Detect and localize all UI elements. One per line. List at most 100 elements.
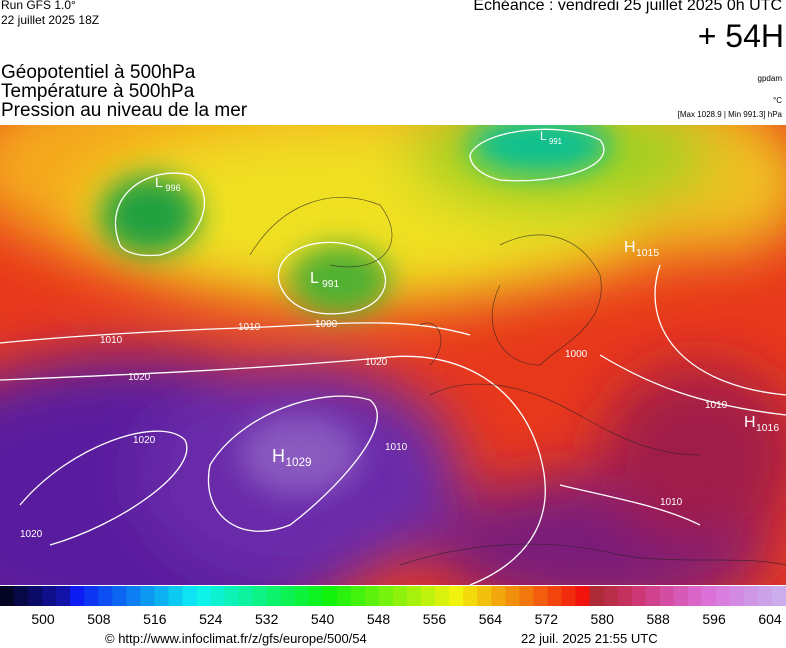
colorbar-swatch	[70, 586, 85, 606]
colorbar-swatch	[659, 586, 675, 606]
unit: °C	[773, 96, 782, 105]
run-date: 22 juillet 2025 18Z	[1, 13, 100, 27]
colorbar-swatch	[743, 586, 759, 606]
unit: [Max 1028.9 | Min 991.3] hPa	[677, 110, 782, 119]
isobar-label: 1000	[565, 349, 588, 360]
colorbar-swatch	[154, 586, 169, 606]
colorbar-swatch	[393, 586, 408, 606]
colorbar-label: 540	[311, 611, 335, 627]
colorbar-label: 508	[87, 611, 111, 627]
colorbar-label: 548	[367, 611, 391, 627]
colorbar-swatch	[56, 586, 71, 606]
colorbar-label: 596	[702, 611, 726, 627]
pressure-centre: H	[624, 239, 636, 256]
colorbar-swatch	[421, 586, 436, 606]
isobar-label: 1010	[238, 322, 261, 333]
colorbar-swatch	[715, 586, 731, 606]
isobar-label: 1010	[660, 497, 683, 508]
colorbar-swatch	[631, 586, 647, 606]
colorbar-swatch	[322, 586, 338, 606]
colorbar-swatch	[0, 586, 15, 606]
colorbar-swatch	[238, 586, 254, 606]
colorbar-swatch	[463, 586, 478, 606]
colorbar-swatch	[42, 586, 57, 606]
pressure-value: 1015	[636, 248, 659, 259]
colorbar-swatch	[589, 586, 605, 606]
colorbar-label: 604	[758, 611, 782, 627]
colorbar-label: 572	[535, 611, 559, 627]
isobar-label: 1010	[100, 335, 123, 346]
colorbar-swatch	[84, 586, 99, 606]
field: Température à 500hPa	[1, 81, 195, 102]
isobar-label: 1010	[705, 400, 728, 411]
colorbar-swatch	[182, 586, 197, 606]
colorbar-swatch	[196, 586, 212, 606]
colorbar-swatch	[533, 586, 548, 606]
colorbar-label: 524	[199, 611, 223, 627]
colorbar-label: 532	[255, 611, 279, 627]
pressure-centre: H	[744, 414, 756, 431]
colorbar-swatch	[308, 586, 324, 606]
colorbar-label: 516	[143, 611, 167, 627]
colorbar-swatch	[294, 586, 310, 606]
colorbar-swatch	[603, 586, 619, 606]
field: Géopotentiel à 500hPa	[1, 62, 196, 83]
pressure-value: 1029	[286, 456, 312, 469]
colorbar-swatch	[547, 586, 562, 606]
colorbar-swatch	[14, 586, 29, 606]
lead-time: + 54H	[697, 18, 784, 54]
colorbar-swatch	[252, 586, 268, 606]
colorbar-swatch	[477, 586, 492, 606]
pressure-centre: L	[310, 270, 319, 287]
colorbar-swatch	[350, 586, 366, 606]
colorbar-label: 588	[646, 611, 670, 627]
colorbar-swatch	[575, 586, 590, 606]
pressure-centre: L	[155, 174, 163, 190]
colorbar-swatch	[519, 586, 534, 606]
pressure-value: 991	[322, 279, 340, 290]
pressure-centre: H	[272, 446, 285, 466]
isobar-label: 1000	[315, 319, 338, 330]
colorbar-swatch	[729, 586, 745, 606]
colorbar-swatch	[449, 586, 464, 606]
colorbar-swatch	[28, 586, 43, 606]
isobar-label: 1020	[20, 529, 43, 540]
pressure-centre: L	[540, 129, 547, 143]
colorbar-swatch	[210, 586, 226, 606]
colorbar-label: 500	[31, 611, 55, 627]
field: Pression au niveau de la mer	[1, 100, 248, 121]
colorbar-label: 556	[423, 611, 447, 627]
colorbar-swatch	[336, 586, 352, 606]
colorbar-swatch	[140, 586, 155, 606]
isobar-label: 1020	[365, 357, 388, 368]
colorbar-label: 564	[479, 611, 503, 627]
colorbar-swatch	[491, 586, 506, 606]
colorbar-swatch	[126, 586, 141, 606]
run: Run GFS 1.0°	[1, 0, 76, 12]
colorbar-swatch	[378, 586, 394, 606]
colorbar-swatch	[505, 586, 520, 606]
pressure-value: 996	[166, 183, 181, 193]
colorbar-swatch	[112, 586, 127, 606]
colorbar-swatch	[280, 586, 296, 606]
colorbar-label: 580	[591, 611, 615, 627]
colorbar-swatch	[407, 586, 422, 606]
colorbar-swatch	[673, 586, 689, 606]
colorbar-swatch	[435, 586, 450, 606]
isobar-label: 1010	[385, 442, 408, 453]
isobar-label: 1020	[133, 435, 156, 446]
isobar-label: 1020	[128, 372, 151, 383]
colorbar-swatch	[617, 586, 633, 606]
unit: gpdam	[757, 74, 782, 83]
colorbar-swatch	[98, 586, 113, 606]
colorbar-swatch	[168, 586, 183, 606]
colorbar-swatch	[364, 586, 380, 606]
pressure-value: 991	[549, 137, 562, 146]
colorbar-swatch	[757, 586, 773, 606]
colorbar-swatch	[771, 586, 786, 606]
colorbar-swatch	[561, 586, 576, 606]
colorbar: 500 508 516 524 532 540 548 556 564 572 580 588 596 6…	[0, 586, 786, 627]
colorbar-swatch	[687, 586, 703, 606]
